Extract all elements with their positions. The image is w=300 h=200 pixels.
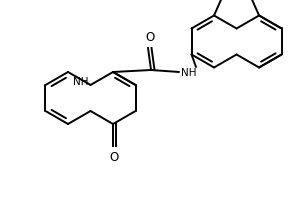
Text: NH: NH <box>181 68 197 78</box>
Text: NH: NH <box>73 77 88 87</box>
Text: O: O <box>146 31 155 44</box>
Text: O: O <box>110 151 119 164</box>
